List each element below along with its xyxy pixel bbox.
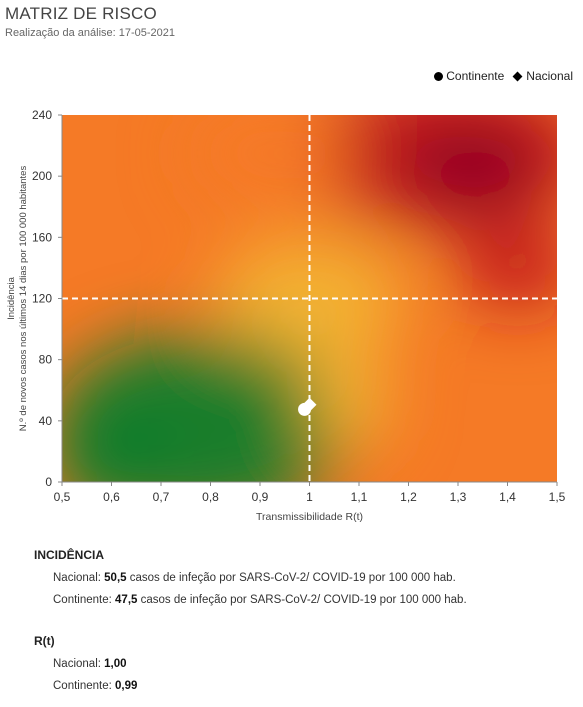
x-tick-label: 0,8 [202, 490, 219, 504]
x-tick-label: 1,1 [351, 490, 368, 504]
rt-heading: R(t) [34, 634, 55, 648]
x-tick-label: 0,6 [103, 490, 120, 504]
legend-label-nacional: Nacional [526, 69, 573, 83]
rt-section: R(t) Nacional: 1,00 Continente: 0,99 [34, 634, 137, 702]
incidence-continente-label: Continente: [53, 594, 112, 606]
point-nacional [302, 397, 317, 412]
chart-marks [298, 397, 317, 416]
incidence-continente: Continente: 47,5 casos de infeção por SA… [53, 594, 467, 616]
chart-legend: Continente Nacional [434, 69, 573, 83]
x-tick-label: 1,5 [549, 490, 566, 504]
y-axis-label-line2: N.º de novos casos nos últimos 14 dias p… [18, 166, 29, 432]
rt-continente: Continente: 0,99 [53, 680, 137, 702]
x-axis-label: Transmissibilidade R(t) [256, 511, 363, 523]
legend-item-nacional: Nacional [512, 69, 573, 83]
risk-matrix-chart: 0,5 0,6 0,7 0,8 0,9 1 1,1 1,2 1,3 1,4 1,5 0 40 80 120 1… [6, 108, 566, 523]
heat-blob [309, 347, 390, 448]
rt-continente-label: Continente: [53, 680, 112, 692]
incidence-section: INCIDÊNCIA Nacional: 50,5 casos de infeç… [34, 548, 467, 616]
circle-marker-icon [434, 71, 444, 81]
y-tick-label: 160 [32, 230, 52, 244]
legend-label-continente: Continente [446, 69, 505, 83]
x-tick-label: 1,2 [400, 490, 417, 504]
x-tick-label: 1,4 [499, 490, 516, 504]
analysis-date: Realização da análise: 17-05-2021 [5, 27, 176, 39]
heat-blob [62, 399, 172, 482]
legend-item-continente: Continente [434, 69, 504, 83]
x-tick-label: 0,7 [153, 490, 170, 504]
x-tick-label: 1 [306, 490, 313, 504]
y-tick-label: 120 [32, 292, 52, 306]
rt-continente-value: 0,99 [115, 680, 138, 692]
y-tick-label: 0 [45, 475, 52, 489]
diamond-marker-icon [512, 71, 523, 81]
y-tick-label: 80 [39, 353, 53, 367]
y-tick-label: 40 [39, 414, 53, 428]
y-tick-label: 240 [32, 108, 52, 122]
rt-nacional-label: Nacional: [53, 658, 101, 670]
rt-nacional: Nacional: 1,00 [53, 658, 137, 680]
heat-blob [457, 227, 557, 308]
incidence-continente-value: 47,5 [115, 594, 138, 606]
page-title: MATRIZ DE RISCO [5, 4, 157, 23]
incidence-continente-text: casos de infeção por SARS-CoV-2/ COVID-1… [140, 594, 467, 606]
rt-nacional-value: 1,00 [104, 658, 127, 670]
incidence-nacional-label: Nacional: [53, 572, 101, 584]
y-tick-label: 200 [32, 169, 52, 183]
heatmap-background [62, 115, 557, 482]
incidence-nacional-value: 50,5 [104, 572, 127, 584]
chart-axes: 0,5 0,6 0,7 0,8 0,9 1 1,1 1,2 1,3 1,4 1,5 0 40 80 120 1… [6, 108, 566, 523]
x-tick-label: 1,3 [450, 490, 467, 504]
heat-blob [402, 123, 543, 214]
y-axis-label-line1: Incidência [6, 276, 17, 319]
incidence-nacional-text: casos de infeção por SARS-CoV-2/ COVID-1… [129, 572, 456, 584]
x-tick-label: 0,9 [252, 490, 269, 504]
incidence-nacional: Nacional: 50,5 casos de infeção por SARS… [53, 572, 467, 594]
x-tick-label: 0,5 [54, 490, 71, 504]
heat-blob [189, 115, 350, 199]
incidence-heading: INCIDÊNCIA [34, 548, 105, 562]
